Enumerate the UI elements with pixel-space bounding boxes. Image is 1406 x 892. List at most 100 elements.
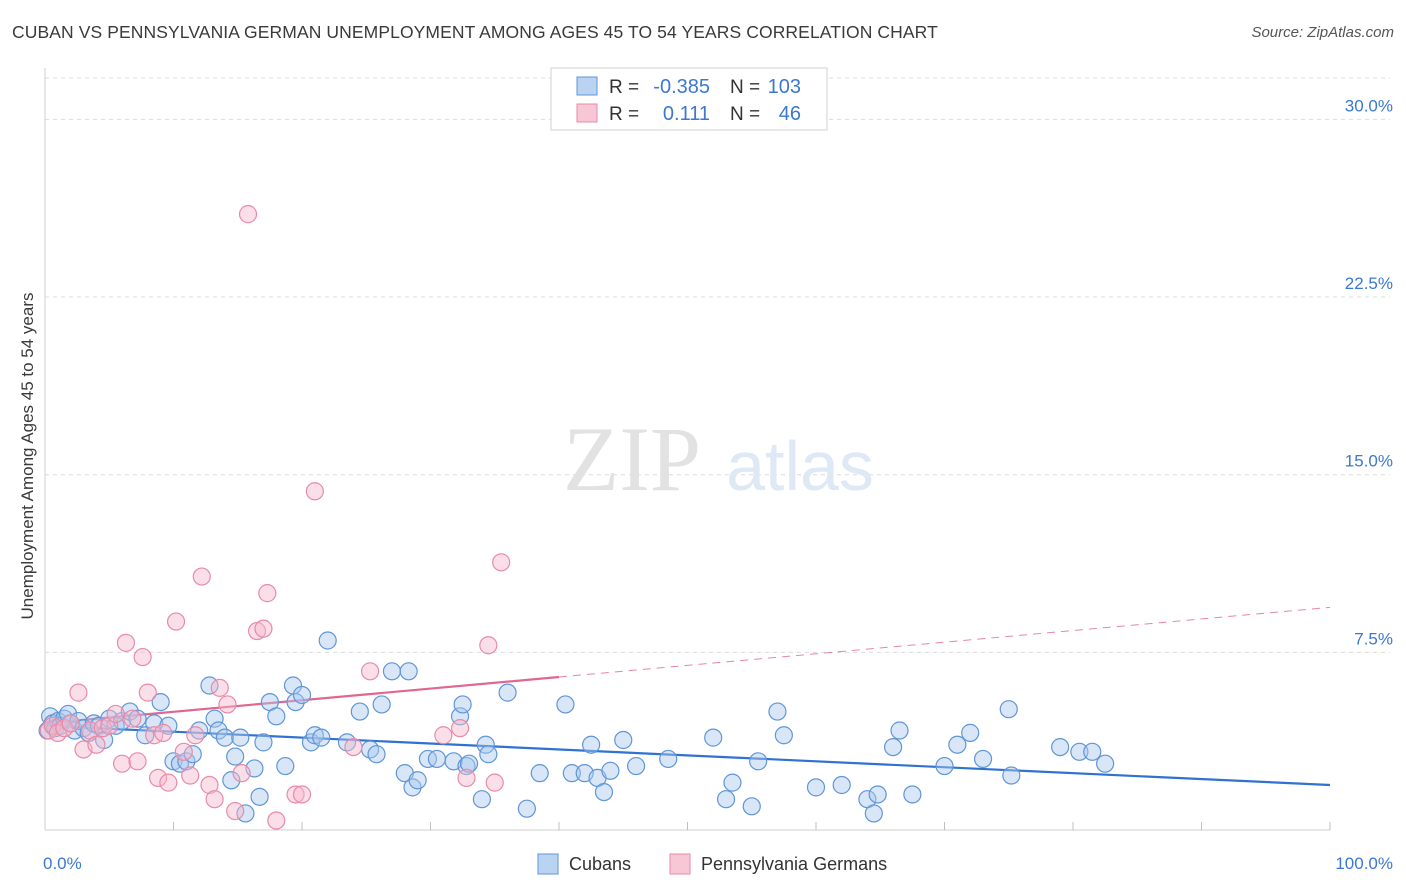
point-cubans: [961, 723, 980, 742]
watermark: ZIP atlas: [563, 408, 874, 510]
point-cubans: [973, 749, 993, 769]
point-pennsylvania-germans: [286, 785, 305, 804]
point-pennsylvania-germans: [87, 735, 106, 754]
point-cubans: [1096, 754, 1115, 773]
point-cubans: [215, 728, 234, 747]
point-cubans: [382, 662, 402, 681]
point-pennsylvania-germans: [123, 709, 142, 728]
point-pennsylvania-germans: [232, 764, 251, 783]
point-pennsylvania-germans: [361, 662, 380, 681]
legend-swatch-blue: [576, 76, 598, 96]
point-pennsylvania-germans: [174, 742, 193, 761]
point-cubans: [267, 707, 286, 726]
point-cubans: [231, 728, 250, 747]
point-pennsylvania-germans: [159, 773, 178, 792]
point-pennsylvania-germans: [210, 678, 229, 697]
legend-swatch-pink: [576, 103, 598, 123]
point-cubans: [774, 726, 793, 745]
point-cubans: [517, 799, 536, 818]
y-tick-label: 22.5%: [1345, 274, 1393, 293]
point-pennsylvania-germans: [138, 683, 157, 702]
point-cubans: [562, 764, 581, 783]
point-pennsylvania-germans: [186, 726, 205, 745]
point-pennsylvania-germans: [181, 766, 200, 785]
point-pennsylvania-germans: [166, 612, 186, 631]
legend-r-label: R =: [609, 104, 639, 125]
point-cubans: [883, 737, 903, 757]
point-pennsylvania-germans: [305, 482, 324, 501]
point-cubans: [864, 804, 883, 823]
point-cubans: [582, 735, 601, 754]
legend-label: Cubans: [569, 854, 631, 874]
legend-swatch-blue: [537, 853, 559, 875]
point-cubans: [626, 756, 646, 776]
point-cubans: [742, 797, 761, 816]
trend-line-pink: [44, 675, 560, 725]
point-cubans: [254, 733, 273, 752]
point-cubans: [472, 790, 491, 809]
legend-r-value: 0.111: [663, 103, 710, 125]
point-cubans: [1002, 766, 1021, 785]
point-pennsylvania-germans: [267, 811, 286, 830]
point-pennsylvania-germans: [148, 768, 168, 787]
y-tick-label: 30.0%: [1345, 96, 1393, 115]
point-cubans: [286, 692, 305, 712]
point-cubans: [935, 756, 954, 776]
point-cubans: [832, 775, 851, 795]
legend-n-label: N =: [730, 104, 760, 125]
point-pennsylvania-germans: [192, 567, 211, 586]
y-tick-label: 15.0%: [1345, 452, 1393, 471]
legend-swatch-pink: [669, 853, 691, 875]
point-pennsylvania-germans: [154, 723, 173, 742]
point-cubans: [556, 695, 575, 714]
point-pennsylvania-germans: [112, 754, 132, 773]
point-pennsylvania-germans: [128, 752, 147, 771]
point-cubans: [292, 685, 312, 705]
point-pennsylvania-germans: [69, 683, 88, 702]
point-pennsylvania-germans: [205, 790, 224, 809]
chart-title: CUBAN VS PENNSYLVANIA GERMAN UNEMPLOYMEN…: [12, 22, 938, 42]
point-cubans: [749, 752, 768, 771]
point-pennsylvania-germans: [226, 801, 245, 821]
point-cubans: [1070, 742, 1089, 761]
watermark-atlas: atlas: [726, 427, 874, 505]
stats-legend: R = -0.385 N = 103 R = 0.111 N = 46: [550, 67, 828, 131]
watermark-zip: ZIP: [563, 408, 701, 510]
point-cubans: [399, 662, 418, 681]
point-cubans: [151, 692, 170, 712]
point-cubans: [601, 761, 620, 780]
point-pennsylvania-germans: [344, 737, 363, 757]
point-cubans: [205, 709, 224, 728]
point-cubans: [226, 747, 245, 766]
axes-layer: 7.5% 15.0% 22.5% 30.0% 0.0% 100.0%: [43, 68, 1393, 873]
point-cubans: [704, 728, 723, 747]
point-pennsylvania-germans: [258, 584, 277, 603]
point-pennsylvania-germans: [492, 553, 511, 572]
point-cubans: [806, 778, 826, 797]
point-pennsylvania-germans: [218, 695, 237, 714]
source-label: Source: ZipAtlas.com: [1251, 24, 1394, 41]
x-tick-label: 100.0%: [1335, 854, 1393, 873]
point-cubans: [427, 749, 447, 769]
point-cubans: [868, 785, 887, 804]
x-tick-label: 0.0%: [43, 854, 82, 873]
point-cubans: [614, 730, 633, 750]
point-pennsylvania-germans: [292, 785, 312, 804]
legend-n-value: 46: [779, 103, 801, 125]
point-cubans: [209, 721, 228, 740]
point-cubans: [530, 764, 549, 783]
grid-layer: [45, 77, 1390, 653]
point-cubans: [367, 745, 386, 764]
point-cubans: [222, 771, 241, 790]
point-cubans: [659, 749, 678, 769]
point-cubans: [723, 773, 742, 792]
point-pennsylvania-germans: [200, 775, 219, 795]
legend-n-label: N =: [730, 77, 760, 98]
point-cubans: [372, 695, 391, 714]
point-pennsylvania-germans: [106, 704, 125, 724]
series-legend: Cubans Pennsylvania Germans: [537, 853, 887, 875]
point-cubans: [312, 728, 331, 747]
point-cubans: [479, 745, 498, 764]
point-cubans: [716, 790, 736, 809]
legend-r-value: -0.385: [653, 76, 710, 98]
